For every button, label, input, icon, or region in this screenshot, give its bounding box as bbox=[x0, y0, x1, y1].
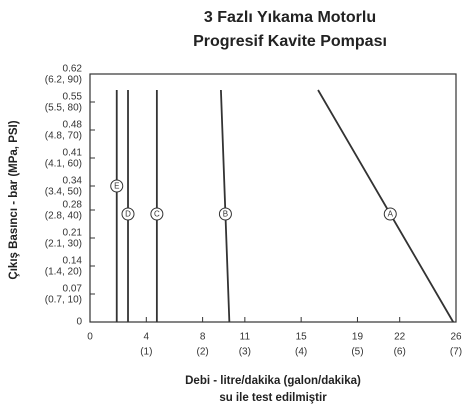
x-tick-label: 0 bbox=[87, 332, 93, 343]
x-tick-label: (1) bbox=[140, 347, 152, 358]
y-tick-label: (2.8, 40) bbox=[45, 211, 82, 222]
y-tick-label: (1.4, 20) bbox=[45, 267, 82, 278]
y-tick-label: 0.48 bbox=[63, 120, 83, 131]
y-tick-label: (4.1, 60) bbox=[45, 159, 82, 170]
curve-label-badge bbox=[218, 207, 232, 221]
x-tick-label: 19 bbox=[352, 332, 364, 343]
x-tick-label: (5) bbox=[351, 347, 363, 358]
y-tick-label: 0.55 bbox=[63, 92, 83, 103]
x-tick-label: (4) bbox=[295, 347, 307, 358]
y-tick-label: 0.62 bbox=[63, 64, 83, 75]
x-tick-label: 11 bbox=[240, 332, 251, 343]
x-axis-label: Debi - litre/dakika (galon/dakika) bbox=[185, 375, 361, 387]
y-axis-label: Çıkış Basıncı - bar (MPa, PSI) bbox=[8, 120, 20, 279]
x-tick-label: 15 bbox=[296, 332, 308, 343]
curve-label-badge bbox=[121, 207, 135, 221]
y-tick-label: (5.5, 80) bbox=[45, 103, 82, 114]
y-tick-label: (6.2, 90) bbox=[45, 75, 82, 86]
curve-label-badge bbox=[150, 207, 164, 221]
y-tick-label: 0.07 bbox=[63, 284, 83, 295]
y-tick-label: (0.7, 10) bbox=[45, 295, 82, 306]
x-tick-label: 8 bbox=[200, 332, 206, 343]
x-tick-label: (3) bbox=[239, 347, 251, 358]
x-tick-label: (6) bbox=[394, 347, 406, 358]
y-tick-label: (3.4, 50) bbox=[45, 187, 82, 198]
y-tick-label: 0.41 bbox=[63, 148, 83, 159]
x-tick-label: (2) bbox=[196, 347, 208, 358]
y-tick-label: (4.8, 70) bbox=[45, 131, 82, 142]
chart-title: Progresif Kavite Pompası bbox=[193, 33, 387, 50]
x-tick-label: 26 bbox=[450, 332, 462, 343]
chart-title: 3 Fazlı Yıkama Motorlu bbox=[204, 9, 376, 26]
y-tick-label: 0.21 bbox=[63, 228, 83, 239]
curve-label: B bbox=[223, 210, 228, 219]
x-axis-label: su ile test edilmiştir bbox=[219, 392, 327, 404]
y-tick-label: 0 bbox=[76, 317, 82, 328]
curve-label: D bbox=[125, 210, 131, 219]
curve-label-badge bbox=[383, 207, 397, 221]
curve-label: E bbox=[114, 182, 119, 191]
y-tick-label: 0.34 bbox=[63, 176, 83, 187]
y-tick-label: 0.28 bbox=[63, 200, 83, 211]
curve-label-badge bbox=[110, 179, 124, 193]
y-tick-label: (2.1, 30) bbox=[45, 239, 82, 250]
plot-frame bbox=[89, 73, 457, 323]
curve bbox=[220, 89, 231, 323]
y-tick-label: 0.14 bbox=[63, 256, 83, 267]
curve bbox=[317, 89, 454, 323]
x-tick-label: (7) bbox=[450, 347, 462, 358]
x-tick-label: 22 bbox=[394, 332, 406, 343]
curve-label: A bbox=[388, 210, 394, 219]
x-tick-label: 4 bbox=[144, 332, 150, 343]
curve-label: C bbox=[154, 210, 160, 219]
